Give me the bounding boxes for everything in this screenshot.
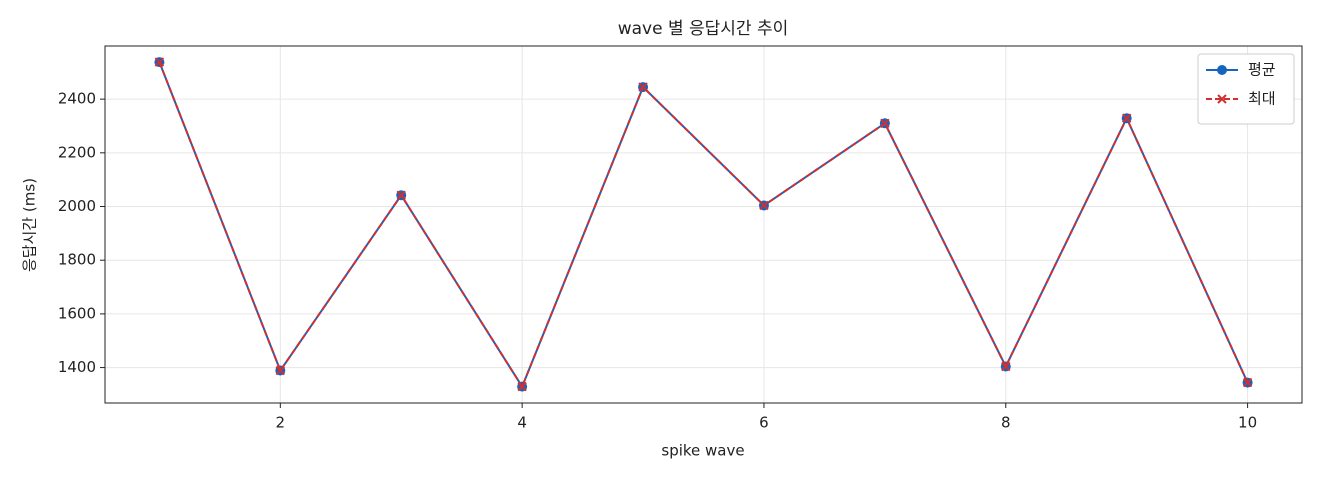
- chart-title: wave 별 응답시간 추이: [618, 19, 789, 39]
- point: [1217, 65, 1227, 75]
- series-line: [158, 61, 1249, 389]
- x-tick-label: 10: [1238, 414, 1257, 432]
- legend-box: [1197, 53, 1295, 125]
- point: [880, 118, 890, 129]
- point: [275, 365, 286, 376]
- y-axis-label: 응답시간 (ms): [21, 178, 39, 272]
- point: [517, 381, 527, 392]
- legend-label: 평균: [1248, 61, 1276, 79]
- series-line: [158, 61, 1249, 389]
- y-tick-label: 2000: [58, 197, 96, 215]
- point: [1217, 94, 1227, 104]
- x-tick-label: 6: [759, 414, 769, 432]
- y-tick-label: 2200: [58, 143, 96, 161]
- point: [759, 200, 769, 211]
- y-tick-label: 1400: [58, 358, 96, 376]
- plot-frame: [104, 45, 1303, 404]
- legend-label: 최대: [1248, 90, 1276, 108]
- x-axis-label: spike wave: [661, 442, 744, 460]
- point: [638, 82, 648, 92]
- point: [1001, 361, 1011, 372]
- y-tick-label: 1600: [58, 304, 96, 322]
- point: [1121, 113, 1132, 123]
- x-tick-label: 2: [276, 414, 286, 432]
- x-tick-label: 8: [1001, 414, 1011, 432]
- x-tick-label: 4: [517, 414, 527, 432]
- y-tick-label: 2400: [58, 90, 96, 108]
- point: [1242, 377, 1253, 388]
- point: [396, 190, 406, 200]
- y-tick-label: 1800: [58, 251, 96, 269]
- point: [154, 57, 165, 67]
